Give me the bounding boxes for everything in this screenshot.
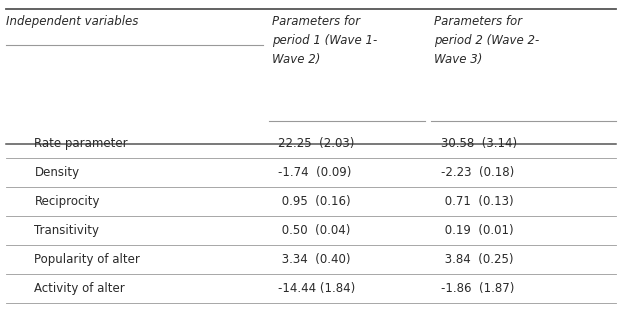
Text: -2.23  (0.18): -2.23 (0.18) bbox=[441, 166, 514, 179]
Text: -1.74  (0.09): -1.74 (0.09) bbox=[278, 166, 351, 179]
Text: Transitivity: Transitivity bbox=[34, 224, 99, 237]
Text: Reciprocity: Reciprocity bbox=[34, 195, 100, 208]
Text: 0.50  (0.04): 0.50 (0.04) bbox=[278, 224, 351, 237]
Text: Density: Density bbox=[34, 166, 79, 179]
Text: Independent variables: Independent variables bbox=[6, 15, 139, 28]
Text: 22.25  (2.03): 22.25 (2.03) bbox=[278, 137, 354, 150]
Text: Parameters for
period 1 (Wave 1-
Wave 2): Parameters for period 1 (Wave 1- Wave 2) bbox=[272, 15, 377, 66]
Text: 3.84  (0.25): 3.84 (0.25) bbox=[441, 253, 513, 266]
Text: Rate parameter: Rate parameter bbox=[34, 137, 128, 150]
Text: 3.34  (0.40): 3.34 (0.40) bbox=[278, 253, 351, 266]
Text: Activity of alter: Activity of alter bbox=[34, 282, 125, 295]
Text: Parameters for
period 2 (Wave 2-
Wave 3): Parameters for period 2 (Wave 2- Wave 3) bbox=[434, 15, 539, 66]
Text: 0.95  (0.16): 0.95 (0.16) bbox=[278, 195, 351, 208]
Text: 0.71  (0.13): 0.71 (0.13) bbox=[441, 195, 513, 208]
Text: 0.19  (0.01): 0.19 (0.01) bbox=[441, 224, 513, 237]
Text: Popularity of alter: Popularity of alter bbox=[34, 253, 140, 266]
Text: -14.44 (1.84): -14.44 (1.84) bbox=[278, 282, 356, 295]
Text: 30.58  (3.14): 30.58 (3.14) bbox=[441, 137, 517, 150]
Text: -1.86  (1.87): -1.86 (1.87) bbox=[441, 282, 514, 295]
